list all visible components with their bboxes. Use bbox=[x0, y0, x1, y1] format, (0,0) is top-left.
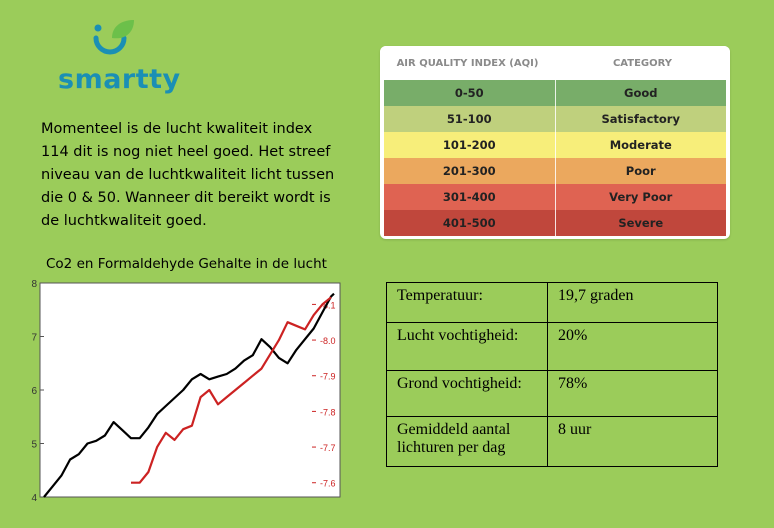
aqi-category: Poor bbox=[625, 164, 656, 178]
aqi-row: 0-50 Good bbox=[384, 80, 726, 106]
info-label: Lucht vochtigheid: bbox=[386, 322, 548, 371]
info-value: 20% bbox=[547, 322, 718, 371]
chart: 8 7 6 5 4 -8.1 -8.0 -7.9 -7.8 -7.7 -7.6 bbox=[28, 279, 366, 504]
aqi-table: AIR QUALITY INDEX (AQI) CATEGORY 0-50 Goo… bbox=[380, 46, 730, 239]
aqi-range: 0-50 bbox=[384, 80, 556, 106]
y-right-tick-label: -8.0 bbox=[320, 336, 336, 346]
y-left-tick-label: 6 bbox=[31, 386, 37, 397]
info-row: Lucht vochtigheid: 20% bbox=[386, 322, 718, 371]
aqi-table-header: AIR QUALITY INDEX (AQI) CATEGORY bbox=[380, 46, 730, 80]
y-right-tick-label: -7.6 bbox=[320, 479, 336, 489]
aqi-category: Severe bbox=[618, 216, 664, 230]
info-value: 78% bbox=[547, 370, 718, 417]
series-line-red bbox=[131, 296, 332, 484]
info-label: Temperatuur: bbox=[386, 282, 548, 323]
aqi-row: 301-400 Very Poor bbox=[384, 184, 726, 210]
aqi-row: 101-200 Moderate bbox=[384, 132, 726, 158]
y-right-tick-label: -7.7 bbox=[320, 443, 336, 453]
info-row: Grond vochtigheid: 78% bbox=[386, 370, 718, 417]
info-value: 8 uur bbox=[547, 416, 718, 467]
aqi-range: 101-200 bbox=[384, 132, 556, 158]
aqi-category: Very Poor bbox=[609, 190, 673, 204]
y-left-tick-label: 4 bbox=[31, 493, 37, 501]
aqi-range: 201-300 bbox=[384, 158, 556, 184]
aqi-range: 401-500 bbox=[384, 210, 556, 236]
info-row: Gemiddeld aantal lichturen per dag 8 uur bbox=[386, 416, 718, 467]
series-line-black bbox=[43, 292, 335, 498]
info-value: 19,7 graden bbox=[547, 282, 718, 323]
aqi-range: 51-100 bbox=[384, 106, 556, 132]
info-label: Gemiddeld aantal lichturen per dag bbox=[386, 416, 548, 467]
brand-name: smartty bbox=[58, 64, 181, 95]
aqi-range: 301-400 bbox=[384, 184, 556, 210]
intro-paragraph: Momenteel is de lucht kwaliteit index 11… bbox=[41, 121, 335, 229]
brand-logo: smartty bbox=[58, 20, 181, 100]
aqi-category: Moderate bbox=[609, 138, 672, 152]
aqi-row: 201-300 Poor bbox=[384, 158, 726, 184]
y-right-tick-label: -8.1 bbox=[320, 300, 336, 310]
aqi-category: Good bbox=[624, 86, 658, 100]
aqi-header-index: AIR QUALITY INDEX (AQI) bbox=[396, 57, 539, 69]
plot-area bbox=[39, 282, 341, 498]
aqi-header-category: CATEGORY bbox=[612, 57, 673, 69]
chart-title: Co2 en Formaldehyde Gehalte in de lucht bbox=[46, 256, 327, 272]
y-right-tick-label: -7.8 bbox=[320, 407, 336, 417]
y-right-tick-label: -7.9 bbox=[320, 372, 336, 382]
aqi-category: Satisfactory bbox=[601, 112, 680, 126]
sensor-info-table: Temperatuur: 19,7 graden Lucht vochtigheid… bbox=[386, 282, 718, 467]
line-chart: 8 7 6 5 4 -8.1 -8.0 -7.9 -7.8 -7.7 -7.6 bbox=[31, 279, 341, 504]
aqi-row: 51-100 Satisfactory bbox=[384, 106, 726, 132]
info-label: Grond vochtigheid: bbox=[386, 370, 548, 417]
smiley-leaf-icon bbox=[93, 20, 134, 55]
y-left-tick-label: 7 bbox=[31, 333, 37, 344]
info-row: Temperatuur: 19,7 graden bbox=[386, 282, 718, 323]
aqi-row: 401-500 Severe bbox=[384, 210, 726, 236]
y-left-tick-label: 8 bbox=[31, 279, 37, 290]
y-left-tick-label: 5 bbox=[31, 440, 37, 451]
